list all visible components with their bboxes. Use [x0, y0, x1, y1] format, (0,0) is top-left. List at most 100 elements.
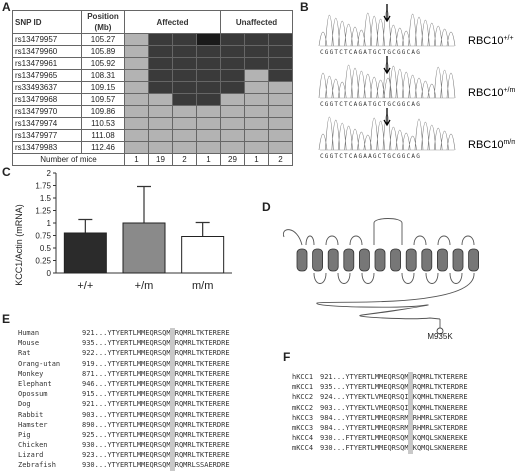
start-position: 935: [82, 339, 95, 348]
sequence-name: mKCC2: [292, 403, 314, 412]
bar: [122, 222, 166, 274]
alignment-row: Monkey 871...YTYERTLMMEQRSQMLRQMRLTKTERER…: [18, 368, 230, 379]
genotype-cell: [196, 141, 221, 154]
highlight-column: [170, 399, 175, 410]
genotype-cell: [244, 69, 269, 82]
snp-row: rs13479970 109.86: [12, 105, 293, 118]
loop-bottom-6: [449, 272, 463, 284]
alignment-row: Chicken 930...YTYERTLMMEQRSQMLRQMRLTKTERE…: [18, 440, 230, 451]
sequence-name: Opossum: [18, 390, 48, 399]
extracellular-loop: [373, 218, 403, 245]
chromatogram-trace: CGGTCTCAGATGCTGCGGCAG RBC10+/m: [318, 56, 515, 108]
genotype-cell: [172, 141, 197, 154]
genotype-cell: [268, 141, 293, 154]
genotype-label-sup: m/m: [503, 139, 515, 146]
alignment-row: mKCC2 903...YTYEKTLVMEQRSQILKQMHLTKNERERE: [292, 402, 468, 413]
highlight-column: [170, 368, 175, 379]
bar: [181, 236, 225, 274]
sequence: YTYEKTLVMEQRSQILKQMHLTKNERERE: [345, 393, 468, 402]
snp-row: rs13479977 111.08: [12, 129, 293, 142]
y-tick-label: 1: [47, 219, 52, 228]
tm-helix: [390, 248, 402, 272]
alignment-row: mKCC1 935...YTYERTLMMEQRSQMLRQMRLTKTERDRE: [292, 382, 468, 393]
chromatogram-trace: CGGTCTCAGATGCTGCGGCAG RBC10+/+: [318, 4, 514, 56]
footer-label: Number of mice: [12, 153, 125, 166]
genotype-cell: [196, 117, 221, 130]
snp-row: rs13479965 108.31: [12, 69, 293, 82]
start-position: 930: [82, 441, 95, 450]
highlight-column: [170, 409, 175, 420]
highlight-column: [408, 392, 413, 403]
highlight-column: [408, 422, 413, 434]
genotype-cell: [244, 117, 269, 130]
genotype-cell: [196, 45, 221, 58]
genotype-cell: [244, 105, 269, 118]
y-tick-label: 1.5: [40, 194, 52, 203]
start-position: 924: [320, 393, 333, 402]
position-cell: 110.53: [81, 117, 125, 130]
genotype-label-base: RBC10: [468, 35, 503, 47]
start-position: 890: [82, 420, 95, 429]
count-cell: 19: [148, 153, 173, 166]
genotype-cell: [148, 69, 173, 82]
count-cell: 1: [124, 153, 149, 166]
genotype-cell: [220, 129, 245, 142]
alignment-row: Elephant 946...YTYERTLMMEQRSQMLRQMRLTKTER…: [18, 378, 230, 390]
highlight-column: [170, 338, 175, 349]
genotype-label: RBC10+/+: [468, 35, 514, 47]
genotype-cell: [172, 105, 197, 118]
genotype-cell: [148, 105, 173, 118]
position-cell: 112.46: [81, 141, 125, 154]
highlight-column: [408, 382, 413, 393]
mutation-arrow: [383, 108, 391, 127]
y-axis-label: KCC1/Actin (mRNA): [14, 204, 24, 286]
y-tick-label: 1.25: [35, 207, 51, 216]
snp-id-cell: rs13479965: [12, 69, 82, 82]
position-cell: 105.27: [81, 33, 125, 46]
start-position: 922: [82, 349, 95, 358]
ellipsis: ...: [94, 410, 108, 419]
start-position: 919: [82, 359, 95, 368]
genotype-cell: [220, 105, 245, 118]
genotype-cell: [196, 93, 221, 106]
tm-helix: [468, 248, 480, 272]
ellipsis: ...: [332, 393, 346, 402]
genotype-cell: [268, 129, 293, 142]
genotype-cell: [148, 57, 173, 70]
panel-label-a: A: [2, 0, 11, 14]
snp-id-cell: rs13479983: [12, 141, 82, 154]
ellipsis: ...: [94, 339, 108, 348]
ellipsis: ...: [94, 359, 108, 368]
highlight-column: [170, 440, 175, 451]
genotype-cell: [124, 93, 149, 106]
sequence: YTYERTLMMEQRSRMLRHMRLSKTERDRE: [345, 413, 468, 422]
genotype-cell: [124, 141, 149, 154]
sequence: YTYERTLMMEQRSQMLRQMRLTKTERDRE: [107, 420, 230, 429]
sequence-text: CGGTCTCAGAAGCTGCGGCAG: [320, 153, 421, 160]
genotype-cell: [172, 117, 197, 130]
sequence-name: mKCC4: [292, 444, 314, 453]
genotype-cell: [268, 57, 293, 70]
sequence-name: Elephant: [18, 379, 52, 388]
isoform-alignment: hKCC1 921...YTYERTLMMEQRSQMLRQMRLTKTERERE…: [292, 372, 468, 454]
species-alignment: Human 921...YTYERTLMMEQRSQMLRQMRLTKTERERE…: [18, 328, 230, 471]
topology-diagram: M935K: [282, 218, 480, 340]
snp-id-cell: rs13479957: [12, 33, 82, 46]
sequence: YTYERTLMMEQRSQMLRQMRLTKTERERE: [107, 379, 230, 388]
alignment-row: Lizard 923...YTYERTLMMEQRSQMLRQMRLTKTERER…: [18, 450, 230, 461]
alignment-row: hKCC4 930...FTYERTLMMEQRSQMLKQMQLSKNEREKE: [292, 433, 468, 444]
tm-helix: [327, 248, 339, 272]
count-cell: 1: [196, 153, 221, 166]
genotype-cell: [268, 105, 293, 118]
alignment-row: Zebrafish 930...YTYERTLMMEQRSQMLRQMRLSSAE…: [18, 460, 230, 471]
genotype-cell: [172, 93, 197, 106]
snp-id-cell: rs13479977: [12, 129, 82, 142]
snp-id-cell: rs13479961: [12, 57, 82, 70]
position-cell: 105.92: [81, 57, 125, 70]
genotype-label-base: RBC10: [468, 87, 503, 99]
genotype-cell: [268, 45, 293, 58]
ellipsis: ...: [332, 444, 346, 453]
ellipsis: ...: [332, 413, 346, 422]
genotype-cell: [148, 117, 173, 130]
genotype-cell: [196, 57, 221, 70]
